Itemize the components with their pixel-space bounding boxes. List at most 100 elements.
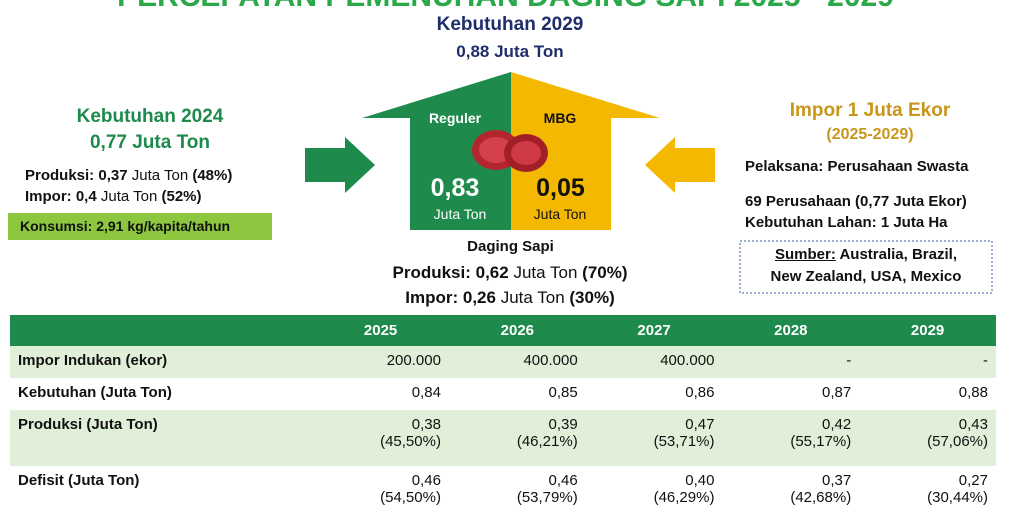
value: 0,62	[476, 263, 509, 282]
lahan: Kebutuhan Lahan: 1 Juta Ha	[745, 214, 948, 231]
reguler-unit: Juta Ton	[410, 206, 510, 222]
unit: Juta Ton	[132, 167, 188, 184]
cell: 0,84	[312, 378, 449, 410]
cell-value: 0,86	[594, 384, 715, 401]
cell-value: 0,84	[320, 384, 441, 401]
cell: 0,43(57,06%)	[859, 410, 996, 466]
share: (48%)	[192, 167, 232, 184]
header-cell: 2025	[312, 315, 449, 346]
cell: 0,46(54,50%)	[312, 466, 449, 519]
cell: 0,85	[449, 378, 586, 410]
cell: 0,40(46,29%)	[586, 466, 723, 519]
left-total: 0,77 Juta Ton	[20, 132, 280, 154]
header-cell: 2028	[722, 315, 859, 346]
cell-value: 0,27	[867, 472, 988, 489]
slide: PERCEPATAN PEMENUHAN DAGING SAPI 2025 - …	[0, 0, 1011, 519]
mbg-label: MBG	[520, 110, 600, 126]
reguler-label: Reguler	[410, 110, 500, 126]
cell: 0,47(53,71%)	[586, 410, 723, 466]
share: (30%)	[569, 288, 614, 307]
right-heading: Impor 1 Juta Ekor	[740, 100, 1000, 122]
row-label: Impor Indukan (ekor)	[10, 346, 312, 378]
cell: -	[859, 346, 996, 378]
center-produksi: Produksi: 0,62 Juta Ton (70%)	[330, 263, 690, 283]
unit: Juta Ton	[101, 188, 157, 205]
cell-share: (45,50%)	[320, 433, 441, 450]
label: Produksi:	[392, 263, 470, 282]
cell-share: (54,50%)	[320, 489, 441, 506]
cell-value: -	[867, 352, 988, 369]
right-period: (2025-2029)	[740, 126, 1000, 144]
cell-value: 0,40	[594, 472, 715, 489]
cell-share: (30,44%)	[867, 489, 988, 506]
label: Impor:	[25, 188, 72, 205]
cell: 0,87	[722, 378, 859, 410]
cell-share: (53,71%)	[594, 433, 715, 450]
row-label: Defisit (Juta Ton)	[10, 466, 312, 519]
cell: 200.000	[312, 346, 449, 378]
row-label: Produksi (Juta Ton)	[10, 410, 312, 466]
left-impor: Impor: 0,4 Juta Ton (52%)	[25, 188, 202, 205]
left-heading: Kebutuhan 2024	[20, 106, 280, 128]
cell-value: 0,46	[457, 472, 578, 489]
cell-value: -	[730, 352, 851, 369]
value: 0,37	[98, 167, 127, 184]
cell: 0,88	[859, 378, 996, 410]
center-heading: Kebutuhan 2029	[360, 14, 660, 36]
row: Produksi (Juta Ton) 0,38(45,50%) 0,39(46,2…	[10, 410, 996, 466]
row: Defisit (Juta Ton)0,46(54,50%)0,46(53,79…	[10, 466, 996, 519]
reguler-value: 0,83	[410, 174, 500, 203]
label: Produksi:	[25, 167, 94, 184]
value: 0,4	[76, 188, 97, 205]
cell: 400.000	[586, 346, 723, 378]
cell-value: 0,47	[594, 416, 715, 433]
cell-value: 0,85	[457, 384, 578, 401]
cell-value: 0,38	[320, 416, 441, 433]
pelaksana: Pelaksana: Perusahaan Swasta	[745, 158, 968, 175]
share: (70%)	[582, 263, 627, 282]
arrow-right	[645, 137, 715, 193]
header-cell: 2026	[449, 315, 586, 346]
share: (52%)	[161, 188, 201, 205]
cell-value: 200.000	[320, 352, 441, 369]
source-text: Australia, Brazil,	[839, 246, 957, 263]
cell-value: 0,42	[730, 416, 851, 433]
cell-value: 0,37	[730, 472, 851, 489]
product: Daging Sapi	[410, 238, 611, 255]
mbg-value: 0,05	[518, 174, 603, 203]
arrow-left	[305, 137, 375, 193]
cell-share: (53,79%)	[457, 489, 578, 506]
cell-value: 0,39	[457, 416, 578, 433]
perusahaan: 69 Perusahaan (0,77 Juta Ekor)	[745, 193, 967, 210]
header-cell: 2027	[586, 315, 723, 346]
cell: -	[722, 346, 859, 378]
label: Impor:	[405, 288, 458, 307]
cell: 400.000	[449, 346, 586, 378]
cell-value: 400.000	[457, 352, 578, 369]
cell-value: 0,46	[320, 472, 441, 489]
source-label: Sumber:	[775, 246, 836, 263]
cell: 0,86	[586, 378, 723, 410]
cell: 0,39(46,21%)	[449, 410, 586, 466]
unit: Juta Ton	[513, 263, 577, 282]
cell-share: (57,06%)	[867, 433, 988, 450]
cell-value: 0,88	[867, 384, 988, 401]
unit: Juta Ton	[501, 288, 565, 307]
center-total: 0,88 Juta Ton	[360, 42, 660, 62]
header-cell: 2029	[859, 315, 996, 346]
cell-share: (55,17%)	[730, 433, 851, 450]
header-cell	[10, 315, 312, 346]
cell: 0,37(42,68%)	[722, 466, 859, 519]
cell: 0,46(53,79%)	[449, 466, 586, 519]
cell: 0,42(55,17%)	[722, 410, 859, 466]
row-label: Kebutuhan (Juta Ton)	[10, 378, 312, 410]
konsumsi-box: Konsumsi: 2,91 kg/kapita/tahun	[8, 213, 272, 240]
row: Impor Indukan (ekor) 200.000 400.000 400.00…	[10, 346, 996, 378]
cell-value: 400.000	[594, 352, 715, 369]
source-line2: New Zealand, USA, Mexico	[740, 268, 992, 285]
row: Kebutuhan (Juta Ton) 0,84 0,85 0,86 0,87 0,88	[10, 378, 996, 410]
cell-value: 0,43	[867, 416, 988, 433]
cell: 0,27(30,44%)	[859, 466, 996, 519]
